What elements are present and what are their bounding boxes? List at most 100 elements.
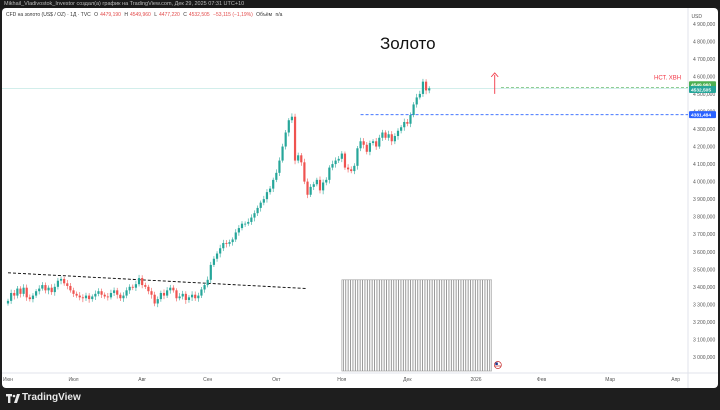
- candle: [159, 290, 162, 302]
- candle: [396, 128, 400, 140]
- candle-body: [156, 299, 159, 304]
- candle: [278, 157, 281, 176]
- close-label: C: [183, 12, 187, 18]
- candle-body: [412, 104, 415, 115]
- open-label: O: [94, 12, 99, 18]
- candle-body: [162, 292, 166, 296]
- candle-body: [97, 291, 100, 294]
- x-tick-label: Окт: [272, 377, 281, 383]
- candle: [187, 295, 191, 303]
- candle-body: [153, 294, 156, 304]
- y-tick-label: 3 400,000: [693, 285, 715, 291]
- candle-body: [212, 258, 216, 265]
- candle-body: [91, 296, 94, 300]
- candle-body: [141, 278, 144, 286]
- range-box: [341, 279, 492, 372]
- candle: [390, 131, 393, 146]
- candle-body: [122, 295, 125, 299]
- candle: [318, 176, 322, 194]
- candle: [275, 169, 278, 183]
- chart-frame[interactable]: CFD на золото (US$ / OZ) · 1Д · TVC O 447…: [2, 8, 718, 388]
- candle: [350, 166, 353, 174]
- candle-body: [181, 293, 184, 297]
- candle-body: [250, 217, 253, 222]
- candle: [415, 93, 418, 108]
- candle-body: [47, 287, 50, 291]
- candle: [290, 113, 294, 124]
- candle: [147, 284, 150, 295]
- candle: [13, 289, 16, 300]
- candle-body: [209, 264, 212, 280]
- candle-body: [365, 144, 368, 152]
- candle: [315, 177, 318, 187]
- tradingview-brand[interactable]: TradingView: [22, 392, 81, 403]
- y-tick-label: 3 000,000: [693, 355, 715, 361]
- price-chart[interactable]: 4 900,000 4 800,000 4 700,000 4 600,000 4 50…: [2, 8, 718, 388]
- candle: [34, 289, 38, 298]
- candle-body: [390, 134, 393, 142]
- candle: [97, 288, 100, 297]
- candle-body: [31, 295, 35, 300]
- candle-body: [44, 285, 47, 291]
- candle: [237, 225, 240, 236]
- candle-body: [200, 289, 203, 296]
- y-tick-label: 4 700,000: [693, 57, 715, 63]
- candle: [128, 284, 131, 294]
- candle: [41, 282, 44, 291]
- candle-body: [256, 207, 259, 214]
- candle-body: [331, 164, 334, 168]
- candle-body: [303, 162, 306, 182]
- candle: [409, 112, 412, 128]
- y-tick-label: 4 800,000: [693, 39, 715, 45]
- candle-body: [387, 134, 390, 138]
- y-tick-label: 3 900,000: [693, 197, 715, 203]
- candle-body: [41, 285, 44, 289]
- candle: [368, 140, 372, 156]
- symbol-name[interactable]: CFD на золото (US$ / OZ) · 1Д · TVC: [6, 12, 91, 18]
- candle: [262, 195, 265, 206]
- candle-body: [166, 290, 169, 296]
- currency-unit[interactable]: USD: [691, 14, 702, 20]
- candle-body: [225, 242, 228, 244]
- candle-body: [384, 132, 387, 138]
- candle: [287, 118, 290, 137]
- candle-body: [69, 285, 72, 291]
- candle-body: [28, 297, 31, 300]
- y-tick-label: 4 200,000: [693, 145, 715, 151]
- candle: [306, 178, 309, 199]
- candle: [137, 274, 141, 287]
- x-tick-label: Апр: [671, 377, 680, 383]
- candle: [259, 200, 262, 212]
- y-tick-label: 3 600,000: [693, 250, 715, 256]
- candle: [231, 237, 234, 246]
- candle: [119, 292, 122, 302]
- y-tick-label: 4 600,000: [693, 74, 715, 80]
- candle: [268, 185, 272, 195]
- candle: [150, 287, 153, 299]
- candle-body: [197, 295, 200, 299]
- candle: [172, 285, 175, 293]
- candle-body: [318, 179, 322, 191]
- candle: [16, 285, 19, 299]
- candle: [209, 261, 212, 283]
- candle: [169, 284, 172, 294]
- candle-body: [353, 165, 356, 172]
- candle-body: [334, 160, 337, 165]
- candle-body: [315, 179, 318, 185]
- candle: [322, 179, 325, 195]
- candle: [69, 282, 72, 293]
- y-tick-label: 3 700,000: [693, 232, 715, 238]
- candle: [334, 157, 337, 168]
- candle-body: [247, 221, 250, 224]
- candle: [131, 284, 134, 291]
- candle-body: [418, 93, 421, 98]
- candle: [393, 133, 396, 145]
- candle-body: [237, 228, 240, 233]
- candle: [141, 275, 144, 289]
- candle-body: [268, 188, 272, 193]
- candle-body: [381, 132, 384, 138]
- candle: [125, 287, 128, 299]
- candle-body: [215, 253, 219, 259]
- candle: [19, 286, 22, 298]
- chart-credit: Mikhail_Vladivostok_Investor создал(а) г…: [4, 1, 245, 7]
